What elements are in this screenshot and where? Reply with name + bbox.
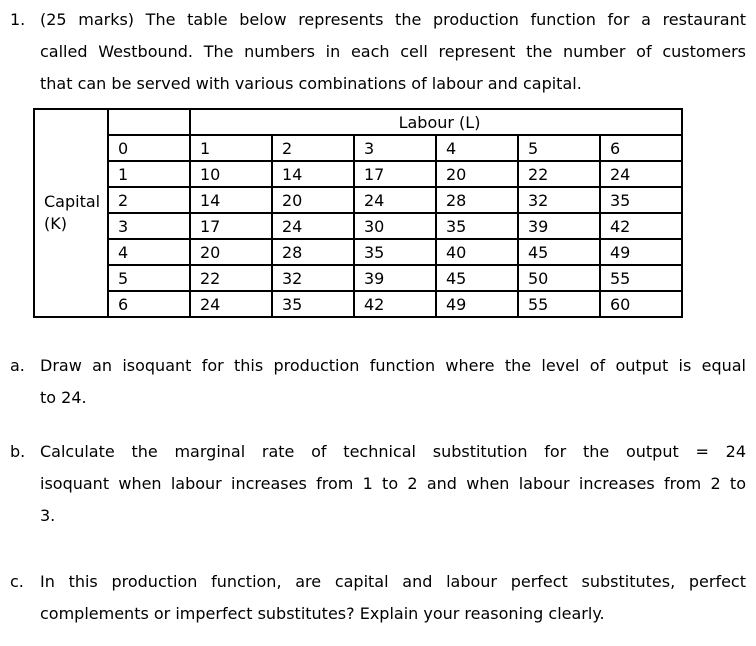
table-cell: 35	[353, 238, 437, 266]
part-line: Calculate the marginal rate of technical…	[40, 442, 746, 461]
production-table-body: Capital (K) Labour (L) 0 1 2 3 4 5 6 1 10 14 17 20 2…	[33, 108, 683, 318]
table-cell: 20	[189, 238, 273, 266]
question-line: called Westbound. The numbers in each ce…	[40, 42, 746, 61]
question-line: that can be served with various combinat…	[40, 74, 582, 93]
part-line: 3.	[40, 506, 56, 525]
table-row: 4 20 28 35 40 45 49	[34, 238, 683, 266]
table-cell: 45	[435, 264, 519, 292]
part-label: b.	[10, 442, 26, 461]
table-cell: 3	[107, 212, 191, 240]
table-cell: 28	[271, 238, 355, 266]
part-line: complements or imperfect substitutes? Ex…	[40, 604, 605, 623]
table-cell: 5	[517, 134, 601, 162]
table-cell: 24	[271, 212, 355, 240]
question-text: (25 marks) The table below represents th…	[40, 4, 746, 100]
table-cell: 45	[517, 238, 601, 266]
table-cell: 17	[353, 160, 437, 188]
part-line: Draw an isoquant for this production fun…	[40, 356, 746, 375]
table-cell: 10	[189, 160, 273, 188]
table-cell: 39	[353, 264, 437, 292]
table-cell: 50	[517, 264, 601, 292]
table-row: 6 24 35 42 49 55 60	[34, 290, 683, 318]
part-text: Calculate the marginal rate of technical…	[40, 436, 746, 532]
corner-empty-cell	[107, 108, 191, 136]
table-cell: 32	[271, 264, 355, 292]
table-cell: 49	[435, 290, 519, 318]
table-cell: 1	[189, 134, 273, 162]
production-function-table: Capital (K) Labour (L) 0 1 2 3 4 5 6 1 10 14 17 20 2…	[33, 108, 683, 318]
table-cell: 20	[271, 186, 355, 214]
table-cell: 42	[353, 290, 437, 318]
question-number: 1.	[10, 10, 26, 29]
table-row: 3 17 24 30 35 39 42	[34, 212, 683, 240]
table-cell: 4	[435, 134, 519, 162]
part-text: Draw an isoquant for this production fun…	[40, 350, 746, 414]
part-a: a. Draw an isoquant for this production …	[10, 350, 746, 414]
table-row: 1 10 14 17 20 22 24	[34, 160, 683, 188]
part-line: to 24.	[40, 388, 87, 407]
table-cell: 49	[599, 238, 683, 266]
table-cell: 2	[271, 134, 355, 162]
part-b: b. Calculate the marginal rate of techni…	[10, 436, 746, 532]
table-cell: 32	[517, 186, 601, 214]
table-cell: 14	[271, 160, 355, 188]
table-cell: 39	[517, 212, 601, 240]
part-c: c. In this production function, are capi…	[10, 566, 746, 630]
table-cell: 42	[599, 212, 683, 240]
table-cell: 2	[107, 186, 191, 214]
table-cell: 24	[599, 160, 683, 188]
table-cell: 35	[435, 212, 519, 240]
table-header-row: Capital (K) Labour (L)	[33, 108, 683, 318]
table-cell: 40	[435, 238, 519, 266]
part-label: c.	[10, 572, 24, 591]
table-cell: 35	[599, 186, 683, 214]
table-cell: 6	[107, 290, 191, 318]
question-line: (25 marks) The table below represents th…	[40, 10, 746, 29]
table-cell: 22	[517, 160, 601, 188]
table-cell: 17	[189, 212, 273, 240]
table-cell: 28	[435, 186, 519, 214]
part-label: a.	[10, 356, 25, 375]
table-row: 2 14 20 24 28 32 35	[34, 186, 683, 214]
labour-axis-label: Labour (L)	[189, 108, 683, 136]
capital-axis-label: Capital (K)	[33, 108, 109, 318]
table-cell: 3	[353, 134, 437, 162]
table-cell: 55	[517, 290, 601, 318]
table-cell: 24	[353, 186, 437, 214]
question-1: 1. (25 marks) The table below represents…	[10, 0, 746, 100]
table-cell: 6	[599, 134, 683, 162]
part-text: In this production function, are capital…	[40, 566, 746, 630]
table-cell: 20	[435, 160, 519, 188]
table-cell: 1	[107, 160, 191, 188]
part-line: isoquant when labour increases from 1 to…	[40, 474, 746, 493]
table-cell: 14	[189, 186, 273, 214]
table-cell: 60	[599, 290, 683, 318]
part-line: In this production function, are capital…	[40, 572, 746, 591]
table-cell: 22	[189, 264, 273, 292]
table-cell: 0	[107, 134, 191, 162]
table-cell: 4	[107, 238, 191, 266]
table-cell: 35	[271, 290, 355, 318]
table-cell: 30	[353, 212, 437, 240]
table-cell: 24	[189, 290, 273, 318]
table-cell: 55	[599, 264, 683, 292]
table-row: 5 22 32 39 45 50 55	[34, 264, 683, 292]
table-cell: 5	[107, 264, 191, 292]
